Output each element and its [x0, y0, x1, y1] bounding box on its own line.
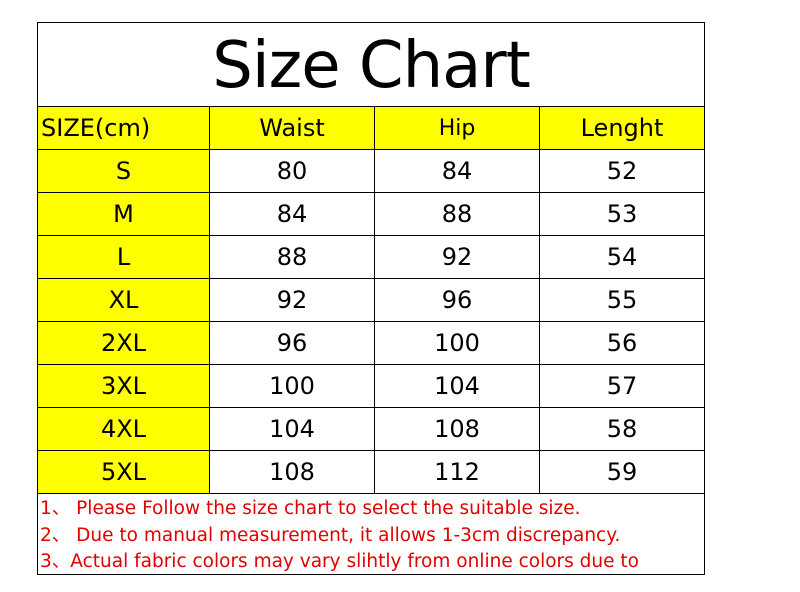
cell-length: 54 — [606, 243, 638, 271]
cell-hip: 100 — [375, 322, 540, 364]
table-row: 4XL 104 108 58 — [38, 408, 704, 451]
cell-size: 5XL — [38, 451, 210, 493]
note-1: 1、 Please Follow the size chart to selec… — [40, 498, 581, 519]
note-2: 2、 Due to manual measurement, it allows … — [40, 524, 621, 546]
cell-length: 52 — [606, 157, 638, 185]
cell-waist: 100 — [210, 365, 375, 407]
cell-hip: 104 — [375, 365, 540, 407]
cell-length: 57 — [606, 372, 638, 400]
cell-hip: 88 — [375, 193, 540, 235]
notes: 1、 Please Follow the size chart to selec… — [38, 494, 704, 574]
table-row: 3XL 100 104 57 — [38, 365, 704, 408]
cell-length: 53 — [606, 200, 638, 228]
cell-waist: 96 — [210, 322, 375, 364]
cell-waist: 80 — [210, 150, 375, 192]
cell-hip: 92 — [375, 236, 540, 278]
size-chart-title: Size Chart — [38, 23, 704, 107]
cell-size: M — [38, 193, 210, 235]
cell-waist: 88 — [210, 236, 375, 278]
cell-length: 58 — [606, 415, 638, 443]
cell-hip: 112 — [375, 451, 540, 493]
cell-waist: 104 — [210, 408, 375, 450]
table-row: 2XL 96 100 56 — [38, 322, 704, 365]
cell-length: 55 — [606, 286, 638, 314]
cell-length: 59 — [606, 458, 638, 486]
cell-size: 3XL — [38, 365, 210, 407]
header-row: SIZE(cm) Waist Hip Lenght — [38, 107, 704, 150]
cell-length: 56 — [606, 329, 638, 357]
table-row: 5XL 108 112 59 — [38, 451, 704, 494]
table-row: XL 92 96 55 — [38, 279, 704, 322]
cell-size: 2XL — [38, 322, 210, 364]
header-length: Lenght — [540, 107, 704, 149]
cell-waist: 108 — [210, 451, 375, 493]
header-waist: Waist — [210, 107, 375, 149]
size-chart-table: Size Chart SIZE(cm) Waist Hip Lenght S 80… — [37, 22, 705, 575]
note-3: 3、Actual fabric colors may vary slihtly … — [40, 551, 639, 572]
cell-size: S — [38, 150, 210, 192]
cell-hip: 108 — [375, 408, 540, 450]
table-row: S 80 84 52 — [38, 150, 704, 193]
header-hip: Hip — [375, 107, 540, 149]
cell-size: XL — [38, 279, 210, 321]
cell-hip: 96 — [375, 279, 540, 321]
cell-size: 4XL — [38, 408, 210, 450]
header-size: SIZE(cm) — [38, 107, 210, 149]
table-row: L 88 92 54 — [38, 236, 704, 279]
table-row: M 84 88 53 — [38, 193, 704, 236]
cell-waist: 84 — [210, 193, 375, 235]
cell-waist: 92 — [210, 279, 375, 321]
cell-size: L — [38, 236, 210, 278]
cell-hip: 84 — [375, 150, 540, 192]
